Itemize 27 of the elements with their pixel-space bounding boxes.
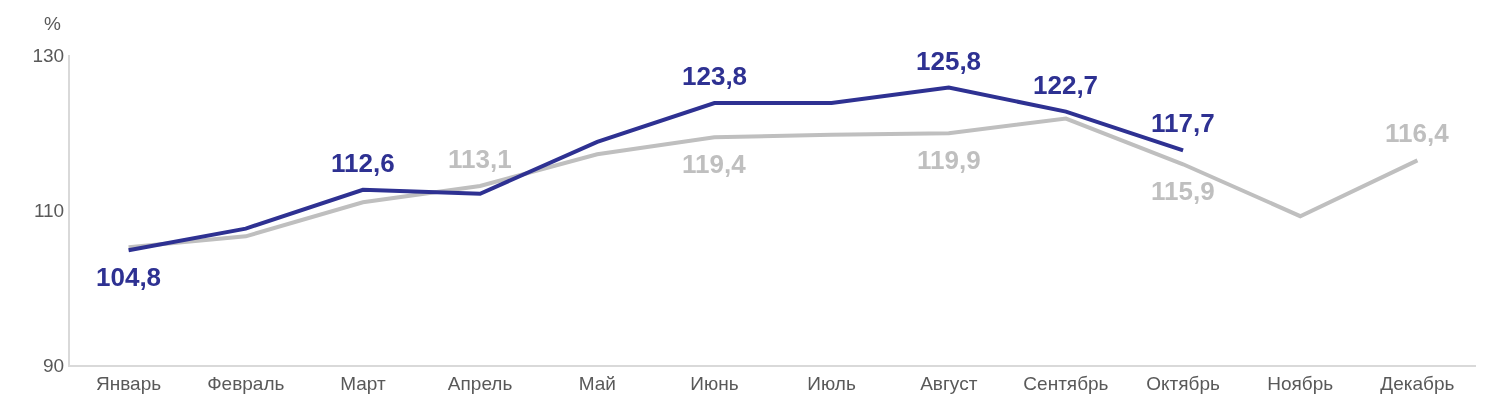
y-axis-title: % <box>44 13 61 34</box>
data-label: 113,1 <box>448 144 512 174</box>
data-label: 119,4 <box>682 149 747 179</box>
x-tick-label: Январь <box>96 372 162 394</box>
y-tick-label: 110 <box>33 199 65 221</box>
x-tick-label: Май <box>578 372 616 394</box>
data-label: 115,9 <box>1151 176 1215 206</box>
x-tick-label: Сентябрь <box>1023 372 1109 394</box>
x-tick-label: Июнь <box>690 372 739 394</box>
x-tick-label: Декабрь <box>1380 372 1455 394</box>
data-label: 125,8 <box>916 46 982 76</box>
data-label: 119,9 <box>917 145 981 175</box>
x-tick-label: Февраль <box>207 372 285 394</box>
data-label: 122,7 <box>1033 70 1099 100</box>
x-tick-label: Июль <box>807 372 856 394</box>
x-tick-label: Март <box>340 372 386 394</box>
y-tick-label: 130 <box>32 44 65 66</box>
data-label: 112,6 <box>331 148 395 178</box>
x-tick-label: Апрель <box>447 372 513 394</box>
x-tick-label: Октябрь <box>1146 372 1220 394</box>
x-tick-label: Ноябрь <box>1267 372 1334 394</box>
x-tick-label: Август <box>920 372 978 394</box>
data-label: 116,4 <box>1385 118 1450 148</box>
data-label: 104,8 <box>96 262 162 292</box>
y-tick-label: 90 <box>43 354 65 376</box>
data-label: 123,8 <box>682 61 748 91</box>
data-label: 117,7 <box>1151 108 1215 138</box>
